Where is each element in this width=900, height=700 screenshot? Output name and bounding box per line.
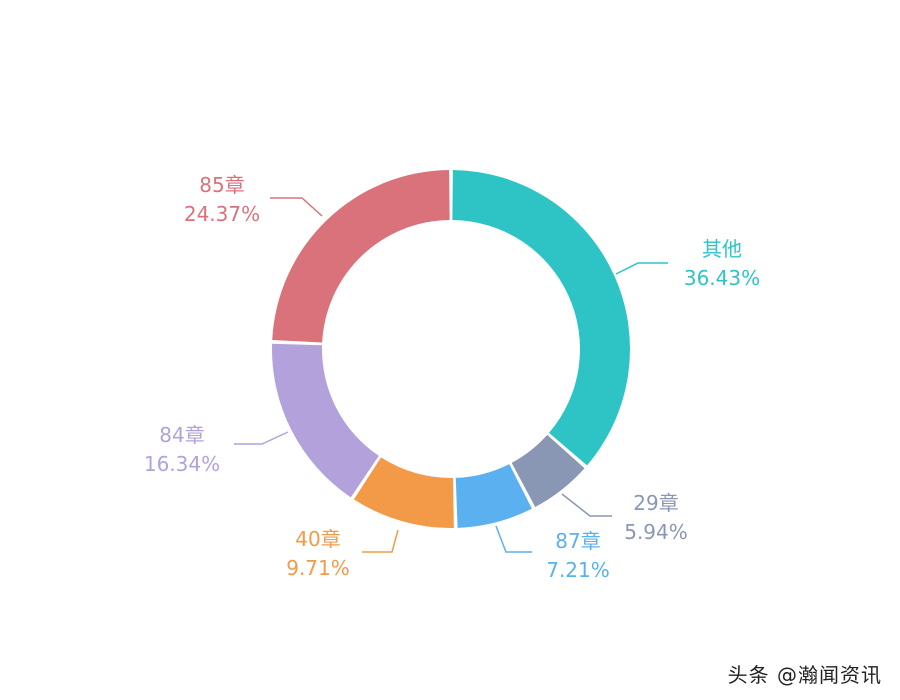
slice-label-29: 29章 bbox=[633, 491, 678, 515]
slice-value-84: 16.34% bbox=[144, 452, 220, 476]
slice-84 bbox=[272, 343, 379, 498]
slice-value-40: 9.71% bbox=[286, 556, 350, 580]
slice-40 bbox=[353, 457, 454, 528]
leader-line-84 bbox=[234, 431, 289, 445]
leader-line-40 bbox=[362, 529, 399, 553]
slice-label-87: 87章 bbox=[555, 529, 600, 553]
leader-line-other bbox=[615, 262, 668, 275]
slice-label-40: 40章 bbox=[295, 527, 340, 551]
slice-value-85: 24.37% bbox=[184, 202, 260, 226]
leader-line-87 bbox=[495, 525, 532, 553]
slice-value-other: 36.43% bbox=[684, 266, 760, 290]
slice-label-84: 84章 bbox=[159, 423, 204, 447]
leader-line-29 bbox=[561, 493, 612, 517]
slice-85 bbox=[272, 170, 450, 343]
slice-value-87: 7.21% bbox=[546, 558, 610, 582]
watermark: 头条 @瀚闻资讯 bbox=[727, 663, 882, 687]
slice-label-other: 其他 bbox=[702, 237, 742, 261]
slice-other bbox=[452, 170, 631, 466]
slice-29 bbox=[511, 434, 585, 507]
slice-label-85: 85章 bbox=[199, 173, 244, 197]
slice-value-29: 5.94% bbox=[624, 520, 688, 544]
slice-87 bbox=[455, 464, 532, 528]
leader-line-85 bbox=[270, 197, 323, 217]
